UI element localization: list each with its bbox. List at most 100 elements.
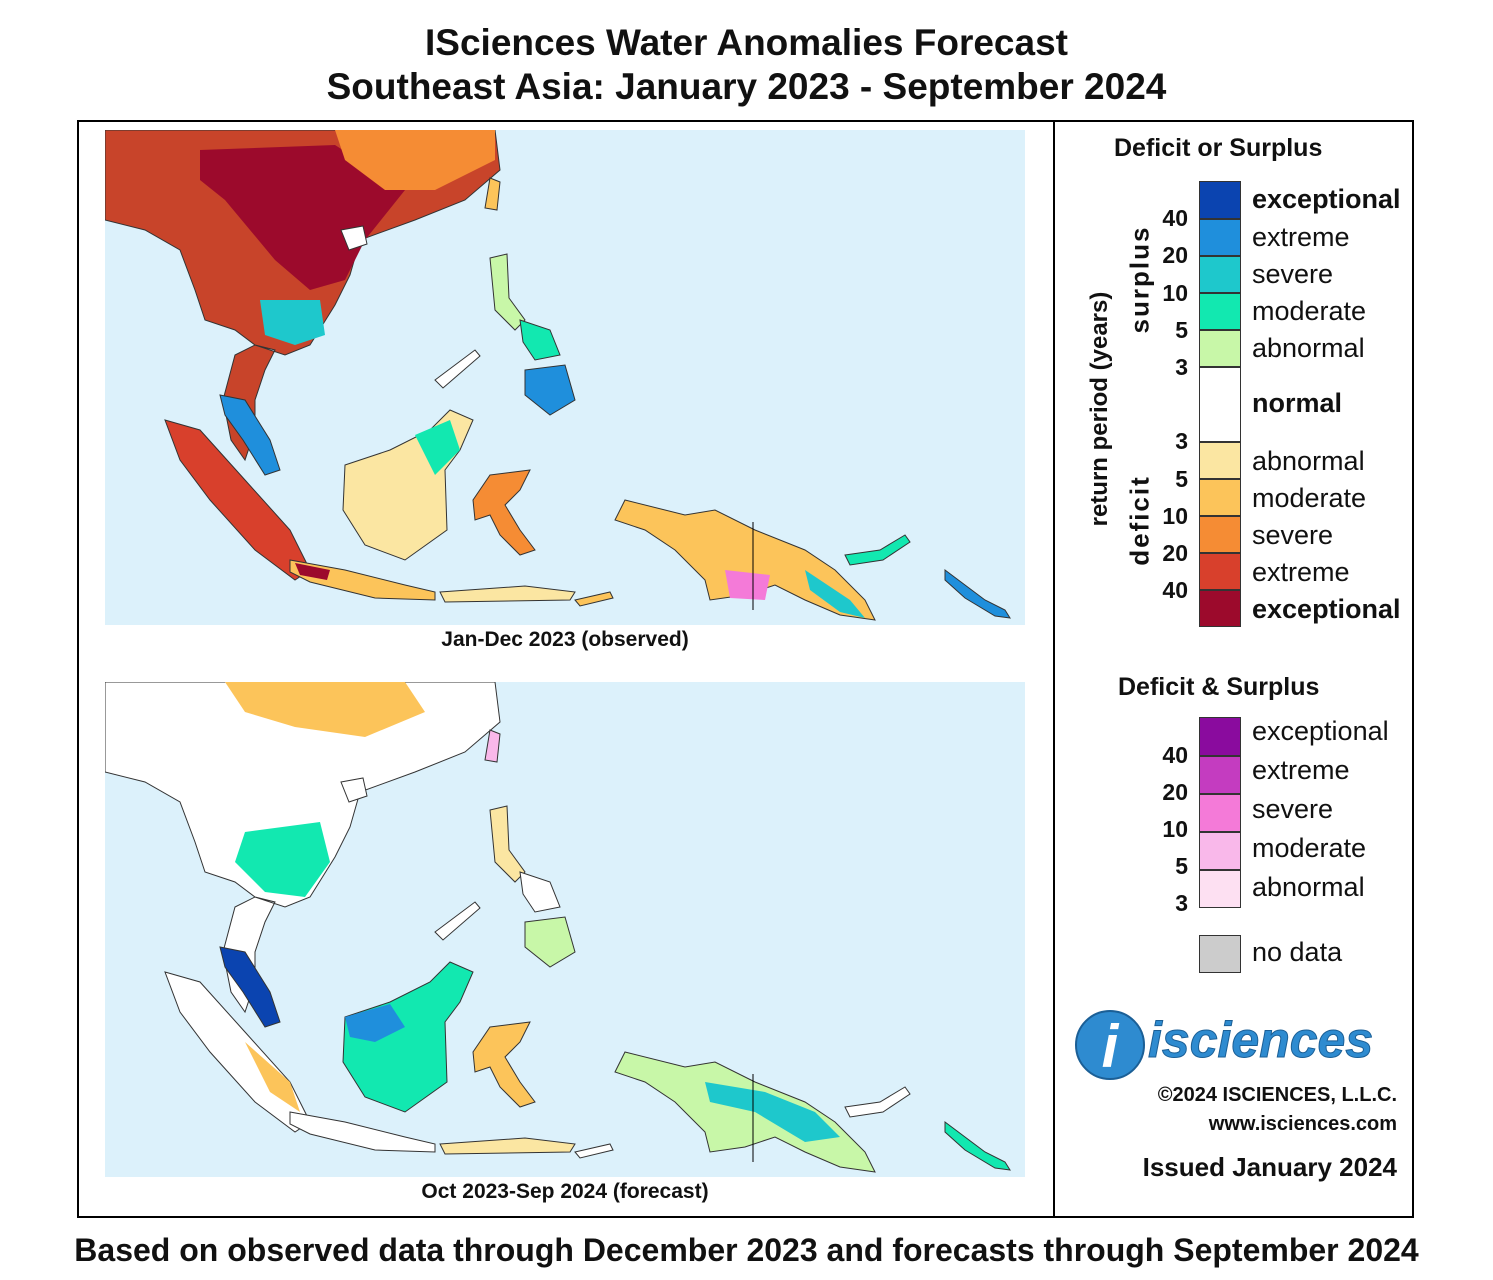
palawan bbox=[434, 901, 481, 941]
tick-deficit-3: 3 bbox=[1175, 428, 1188, 454]
malay-peninsula bbox=[219, 946, 281, 1028]
label-no-data: no data bbox=[1252, 937, 1343, 967]
palawan bbox=[434, 349, 481, 389]
issued-date: Issued January 2024 bbox=[1142, 1152, 1397, 1182]
solomon-islands bbox=[944, 1121, 1011, 1171]
label-normal: normal bbox=[1252, 388, 1343, 418]
tick-surplus-3: 3 bbox=[1175, 354, 1188, 380]
title-line-2: Southeast Asia: January 2023 - September… bbox=[326, 66, 1167, 107]
new-britain bbox=[844, 534, 911, 566]
timor bbox=[574, 1143, 614, 1159]
swatch-surplus-abnormal bbox=[1199, 330, 1241, 367]
indochina-surplus bbox=[235, 822, 330, 897]
sulawesi bbox=[472, 469, 536, 556]
swatch-deficit-extreme bbox=[1199, 553, 1241, 590]
china-south-deficit bbox=[225, 682, 425, 737]
tick-both-10: 10 bbox=[1162, 816, 1188, 842]
label-surplus-moderate: moderate bbox=[1252, 296, 1367, 326]
logo-wordmark: isciences bbox=[1148, 1012, 1373, 1068]
png-deficit-surplus bbox=[725, 570, 770, 600]
taiwan bbox=[484, 177, 501, 211]
west-java-deficit bbox=[295, 563, 330, 580]
legend-axis-label: return period (years) bbox=[1086, 291, 1113, 527]
tick-deficit-10: 10 bbox=[1162, 503, 1188, 529]
tick-surplus-5: 5 bbox=[1175, 317, 1188, 343]
label-deficit-abnormal: abnormal bbox=[1252, 446, 1365, 476]
tick-deficit-20: 20 bbox=[1162, 540, 1188, 566]
java bbox=[289, 1111, 436, 1153]
swatch-deficit-moderate bbox=[1199, 479, 1241, 516]
cambodia-surplus bbox=[260, 300, 325, 345]
swatch-surplus-exceptional bbox=[1199, 181, 1241, 219]
map-forecast bbox=[105, 682, 1025, 1177]
label-both-exceptional: exceptional bbox=[1252, 716, 1389, 746]
sumatra-deficit bbox=[245, 1042, 300, 1112]
hainan bbox=[340, 777, 368, 803]
label-surplus-extreme: extreme bbox=[1252, 222, 1350, 252]
logo-letter: i bbox=[1102, 1013, 1120, 1080]
swatch-normal bbox=[1199, 367, 1241, 442]
china-south-deficit bbox=[335, 130, 495, 190]
png-surplus bbox=[805, 570, 865, 618]
philippines-visayas bbox=[519, 871, 561, 913]
philippines-luzon bbox=[489, 253, 526, 331]
philippines-luzon bbox=[489, 805, 526, 883]
map-observed-caption: Jan-Dec 2023 (observed) bbox=[441, 628, 689, 651]
swatch-both-extreme bbox=[1199, 756, 1241, 794]
label-deficit-moderate: moderate bbox=[1252, 483, 1367, 513]
philippines-mindanao bbox=[524, 916, 576, 968]
label-surplus-exceptional: exceptional bbox=[1252, 184, 1401, 214]
swatch-deficit-abnormal bbox=[1199, 442, 1241, 479]
legend-title-deficit-surplus: Deficit or Surplus bbox=[1114, 134, 1323, 162]
png-surplus bbox=[705, 1082, 840, 1142]
label-both-severe: severe bbox=[1252, 794, 1334, 824]
tick-both-20: 20 bbox=[1162, 779, 1188, 805]
mainland-southeast-asia bbox=[105, 130, 501, 462]
tick-both-5: 5 bbox=[1175, 853, 1188, 879]
label-both-extreme: extreme bbox=[1252, 755, 1350, 785]
swatch-both-exceptional bbox=[1199, 717, 1241, 756]
tick-deficit-40: 40 bbox=[1162, 577, 1188, 603]
malay-peninsula bbox=[219, 394, 281, 476]
figure-frame bbox=[77, 120, 1414, 1218]
label-surplus-abnormal: abnormal bbox=[1252, 333, 1365, 363]
footer-note: Based on observed data through December … bbox=[74, 1232, 1419, 1268]
borneo-strong-surplus bbox=[345, 1004, 405, 1042]
isciences-logo: i isciences bbox=[1075, 1010, 1374, 1080]
title-line-1: ISciences Water Anomalies Forecast bbox=[425, 22, 1068, 63]
legend-divider bbox=[1053, 120, 1055, 1218]
taiwan bbox=[484, 729, 501, 763]
label-deficit-exceptional: exceptional bbox=[1252, 594, 1401, 624]
tick-surplus-40: 40 bbox=[1162, 205, 1188, 231]
new-guinea bbox=[614, 1051, 876, 1173]
map-observed bbox=[105, 130, 1025, 625]
solomon-islands bbox=[944, 569, 1011, 619]
label-both-moderate: moderate bbox=[1252, 833, 1367, 863]
swatch-no-data bbox=[1199, 935, 1241, 973]
label-surplus-severe: severe bbox=[1252, 259, 1334, 289]
website: www.isciences.com bbox=[1208, 1113, 1397, 1135]
lesser-sunda bbox=[439, 1137, 576, 1155]
new-britain bbox=[844, 1086, 911, 1118]
copyright: ©2024 ISCIENCES, L.L.C. bbox=[1157, 1084, 1397, 1106]
philippines-mindanao bbox=[524, 364, 576, 416]
swatch-both-severe bbox=[1199, 794, 1241, 832]
legend-title-deficit-and-surplus: Deficit & Surplus bbox=[1118, 673, 1320, 701]
swatch-both-moderate bbox=[1199, 832, 1241, 870]
tick-surplus-10: 10 bbox=[1162, 280, 1188, 306]
label-deficit-extreme: extreme bbox=[1252, 557, 1350, 587]
label-both-abnormal: abnormal bbox=[1252, 872, 1365, 902]
swatch-both-abnormal bbox=[1199, 870, 1241, 908]
swatch-surplus-severe bbox=[1199, 256, 1241, 293]
label-deficit-severe: severe bbox=[1252, 520, 1334, 550]
swatch-deficit-exceptional bbox=[1199, 590, 1241, 627]
swatch-surplus-extreme bbox=[1199, 219, 1241, 256]
tick-both-40: 40 bbox=[1162, 742, 1188, 768]
hainan bbox=[340, 225, 368, 251]
borneo bbox=[342, 961, 474, 1113]
logo-circle-icon bbox=[1075, 1010, 1145, 1080]
deficit-core-north bbox=[200, 145, 405, 290]
map-forecast-caption: Oct 2023-Sep 2024 (forecast) bbox=[421, 1180, 709, 1203]
philippines-visayas bbox=[519, 319, 561, 361]
borneo-surplus bbox=[415, 420, 460, 475]
